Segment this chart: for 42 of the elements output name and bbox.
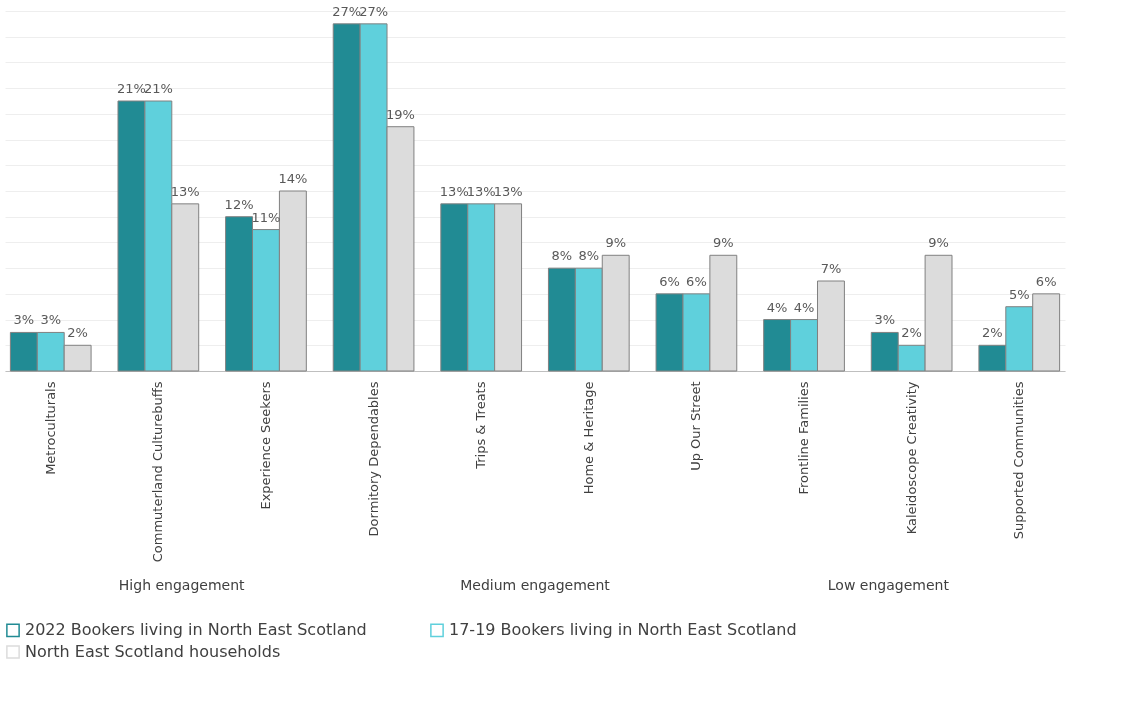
data-label: 19% [386,106,415,122]
data-label: 8% [551,248,573,264]
x-tick-label: Metroculturals [42,381,58,475]
data-label: 2% [982,325,1003,341]
data-label: 27% [332,3,362,19]
x-tick-label: Kaleidoscope Creativity [903,381,919,535]
text: Low engagement [827,577,950,593]
data-label: 3% [874,312,896,328]
text: High engagement [118,577,246,593]
x-tick-label: Home & Heritage [580,381,596,495]
data-label: 2% [67,325,88,341]
x-tick-label: Trips & Treats [473,381,489,470]
legend-label: North East Scotland households [25,642,281,661]
data-label: 4% [793,299,815,315]
data-label: 14% [278,171,308,186]
data-label: 21% [116,81,146,96]
x-tick-label: Frontline Families [796,381,812,495]
data-label: 2% [901,325,922,341]
x-tick-label: Experience Seekers [257,381,273,510]
data-label: 3% [40,312,62,328]
data-label: 9% [605,235,627,251]
data-label: 6% [686,273,707,289]
data-label: 8% [578,248,600,264]
legend-label: 2022 Bookers living in North East Scotland [25,620,367,640]
x-tick-label: Dormitory Dependables [365,381,381,537]
data-label: 6% [659,273,680,289]
data-label: 6% [1035,273,1057,289]
data-label: 27% [359,3,389,19]
data-label: 7% [820,261,842,276]
data-label: 13% [439,183,469,199]
data-label: 12% [224,196,254,212]
data-label: 13% [170,183,200,199]
x-tick-label: Commuterland Culturebuffs [150,381,166,563]
data-label: 5% [1008,286,1030,302]
x-tick-label: Up Our Street [688,381,704,471]
data-label: 4% [766,299,788,315]
data-label: 9% [713,235,734,251]
legend-label: 17-19 Bookers living in North East Scotland [449,620,797,640]
data-label: 9% [928,235,949,251]
x-tick-label: Supported Communities [1011,381,1027,540]
text: Medium engagement [460,577,611,593]
data-label: 3% [13,312,35,328]
